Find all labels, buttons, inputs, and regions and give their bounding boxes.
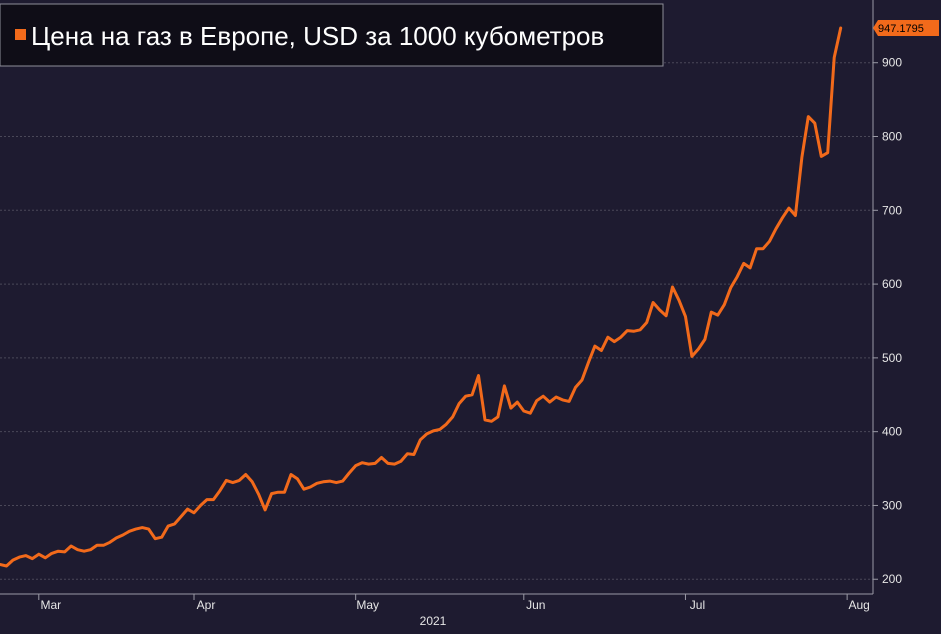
y-tick-label: 500 — [882, 351, 902, 365]
series-line — [0, 26, 843, 568]
y-tick-label: 400 — [882, 425, 902, 439]
x-tick-label: May — [356, 598, 379, 612]
x-tick-label: Jul — [690, 598, 705, 612]
year-label: 2021 — [420, 614, 447, 628]
x-tick-label: Jun — [526, 598, 545, 612]
x-tick-labels: MarAprMayJunJulAugSep — [38, 594, 870, 612]
legend-box — [0, 3, 664, 67]
y-tick-label: 200 — [882, 572, 902, 586]
y-tick-labels: 200 300 400 500 600 700 800 900 — [873, 56, 902, 586]
x-tick-label: Mar — [40, 598, 61, 612]
y-tick-label: 800 — [882, 130, 902, 144]
legend-label: Цена на газ в Европе, USD за 1000 кубоме… — [31, 21, 604, 51]
y-tick-label: 900 — [882, 56, 902, 70]
legend: Цена на газ в Европе, USD за 1000 кубоме… — [0, 3, 664, 67]
y-tick-label: 300 — [882, 498, 902, 512]
last-value-marker: 947.1795 — [873, 20, 939, 37]
axes — [0, 0, 874, 595]
y-tick-label: 700 — [882, 203, 902, 217]
last-value-badge — [873, 20, 939, 37]
x-tick-label: Apr — [197, 598, 216, 612]
legend-swatch — [15, 29, 26, 40]
last-value-label: 947.1795 — [878, 23, 924, 35]
y-tick-label: 600 — [882, 277, 902, 291]
x-tick-label: Aug — [848, 598, 869, 612]
